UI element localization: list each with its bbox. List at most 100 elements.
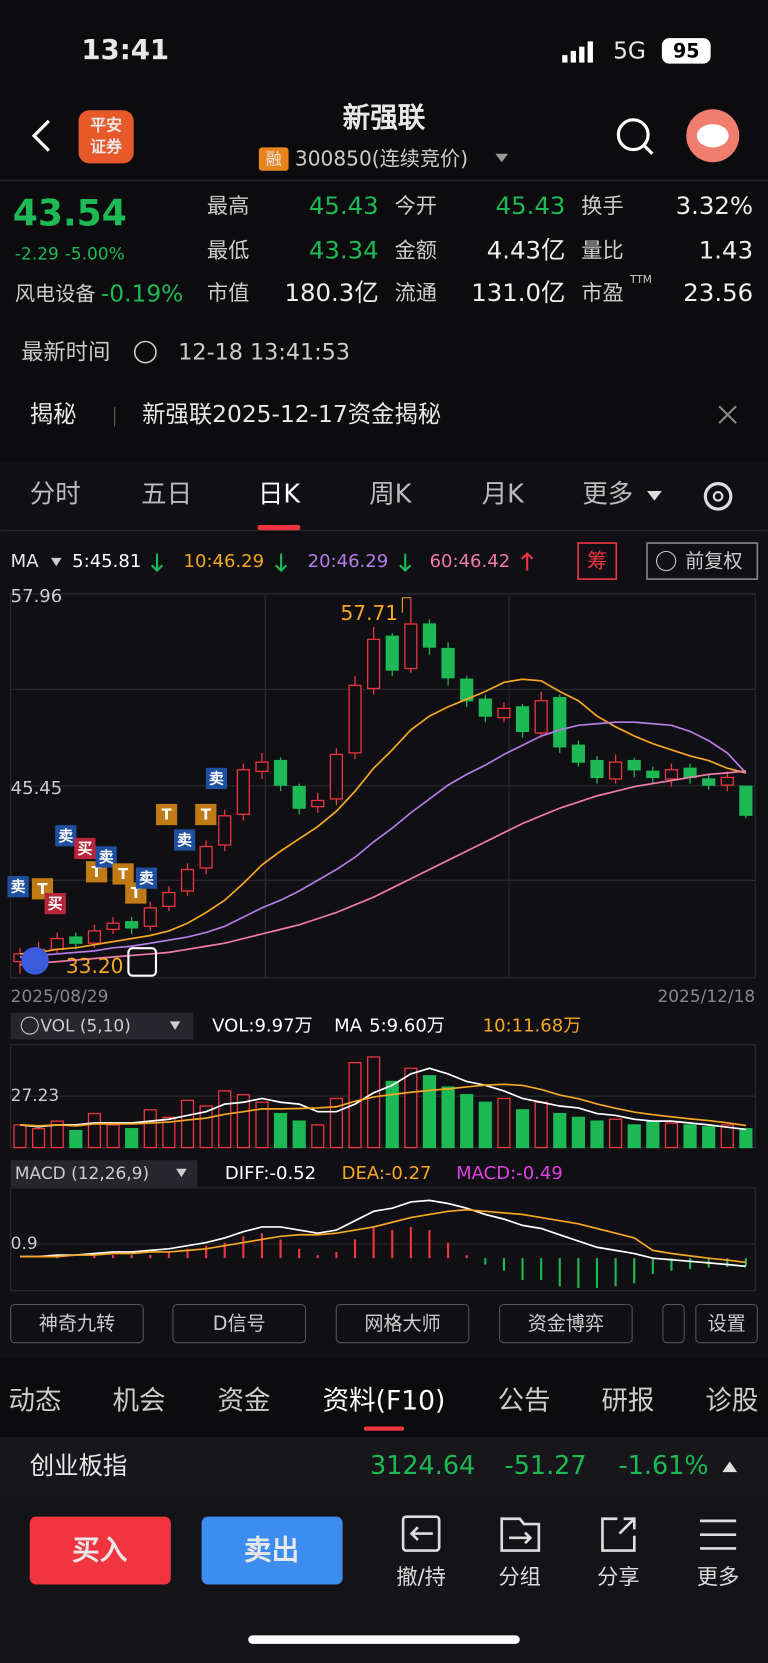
broker-logo[interactable] — [78, 110, 134, 164]
action-label[interactable]: 分享 — [597, 1565, 639, 1590]
tool-button[interactable] — [335, 1303, 470, 1344]
dropdown-icon[interactable] — [169, 1021, 181, 1030]
settings-button[interactable] — [703, 482, 733, 511]
chart-tab[interactable]: 周K — [369, 479, 412, 509]
chart-tab[interactable]: 分时 — [30, 479, 81, 509]
buy-button[interactable] — [29, 1516, 171, 1585]
info-tab[interactable]: 公告 — [497, 1386, 550, 1417]
tool-button[interactable] — [10, 1303, 144, 1344]
trade-marker-bg — [174, 829, 196, 851]
volume-bar — [50, 1120, 64, 1149]
candle-body — [385, 635, 399, 671]
vol-legend-bg[interactable] — [10, 1012, 194, 1040]
candle-body — [702, 778, 716, 786]
adjust-label[interactable]: 前复权 — [685, 550, 742, 573]
sector-pct: -0.19% — [101, 279, 184, 307]
news-text[interactable]: 新强联2025-12-17资金揭秘 — [142, 400, 441, 428]
adjust-button[interactable] — [646, 542, 759, 580]
dropdown-icon[interactable] — [495, 153, 509, 163]
volume-bar — [646, 1120, 660, 1149]
dropdown-icon[interactable] — [176, 1168, 187, 1178]
volume-bar — [478, 1101, 492, 1149]
info-tab[interactable]: 动态 — [9, 1386, 62, 1417]
chart-tab[interactable]: 更多 — [582, 479, 633, 509]
tool-label[interactable]: D信号 — [213, 1312, 266, 1335]
trade-marker: 卖 — [58, 828, 73, 845]
chart-tab[interactable]: 月K — [482, 479, 525, 509]
change-pct: -5.00% — [65, 244, 125, 264]
candle-body — [609, 761, 623, 780]
action-label[interactable]: 分组 — [499, 1565, 541, 1590]
volume-bar — [199, 1105, 213, 1149]
index-change-pct: -1.61% — [619, 1451, 709, 1481]
trade-marker-bg — [55, 825, 77, 847]
ma-legend-item: 10:46.29 — [184, 551, 265, 572]
tool-button[interactable] — [695, 1303, 758, 1344]
trade-marker-bg — [44, 893, 66, 915]
dropdown-icon[interactable] — [647, 491, 662, 501]
indicator-line — [19, 721, 747, 958]
tool-label[interactable]: 网格大师 — [364, 1312, 440, 1335]
broker-line: 证券 — [90, 137, 123, 156]
volume-bar — [702, 1126, 716, 1149]
close-button[interactable] — [718, 405, 737, 424]
candle-body — [404, 623, 418, 670]
avatar-face — [696, 124, 729, 148]
indicator-line — [19, 1083, 747, 1127]
info-icon[interactable] — [133, 340, 157, 364]
macd-legend-title[interactable]: MACD (12,26,9) — [15, 1163, 149, 1183]
y-tick-label: 0.9 — [11, 1233, 38, 1253]
fullscreen-button[interactable] — [127, 947, 158, 977]
vol-legend-title[interactable]: VOL (5,10) — [40, 1016, 130, 1036]
expand-button[interactable] — [21, 947, 49, 975]
dropdown-icon[interactable] — [50, 557, 62, 567]
info-icon — [656, 550, 677, 572]
sector: 风电设备 — [15, 281, 96, 305]
buy-label[interactable]: 买入 — [72, 1534, 128, 1567]
info-tab[interactable]: 机会 — [113, 1386, 166, 1417]
chart-panel — [0, 461, 768, 1363]
tool-label[interactable]: 资金博弈 — [528, 1312, 604, 1335]
info-tab[interactable]: 诊股 — [705, 1386, 758, 1417]
trade-marker: 卖 — [209, 771, 224, 788]
battery-level: 95 — [673, 39, 700, 62]
info-tab[interactable]: 资料(F10) — [323, 1386, 446, 1417]
tool-button[interactable] — [172, 1303, 307, 1344]
action-label[interactable]: 更多 — [697, 1565, 739, 1590]
volume-bar — [236, 1094, 250, 1149]
tool-button[interactable] — [499, 1303, 633, 1344]
stat-label: 最低 — [207, 238, 249, 263]
volume-bar — [32, 1128, 46, 1149]
candle-body — [125, 921, 139, 929]
sell-button[interactable] — [201, 1516, 343, 1585]
tool-label[interactable]: 神奇九转 — [39, 1312, 115, 1335]
stat-label: 最高 — [207, 194, 249, 219]
macd-legend-bg[interactable] — [10, 1160, 198, 1187]
search-button[interactable] — [616, 118, 650, 152]
tool-label[interactable]: 设置 — [707, 1312, 745, 1335]
candle-body — [255, 761, 269, 772]
expand-icon[interactable] — [722, 1461, 738, 1473]
candle-body — [478, 698, 492, 717]
volume-bar — [590, 1120, 604, 1149]
back-button[interactable] — [31, 119, 50, 152]
info-tab[interactable]: 资金 — [218, 1386, 271, 1417]
stat-value: 180.3亿 — [285, 278, 379, 307]
x-tick-label: 2025/12/18 — [657, 986, 755, 1006]
chip-label[interactable]: 筹 — [587, 549, 607, 573]
chart-tab[interactable]: 五日 — [141, 479, 192, 509]
chart-tab[interactable]: 日K — [258, 479, 301, 509]
tool-button-partial[interactable] — [662, 1303, 685, 1344]
sell-label[interactable]: 卖出 — [244, 1534, 299, 1567]
action-label[interactable]: 撤/持 — [396, 1565, 446, 1590]
macd-frame — [10, 1187, 756, 1292]
trade-marker-bg — [195, 803, 217, 826]
candle-body — [87, 930, 102, 944]
macd-legend-item: DEA:-0.27 — [342, 1163, 432, 1184]
candle-body — [273, 759, 288, 786]
info-tab[interactable]: 研报 — [601, 1386, 654, 1417]
price: 43.54 — [13, 192, 127, 234]
stat-sup: TTM — [629, 274, 652, 286]
chip-button[interactable] — [577, 542, 618, 580]
